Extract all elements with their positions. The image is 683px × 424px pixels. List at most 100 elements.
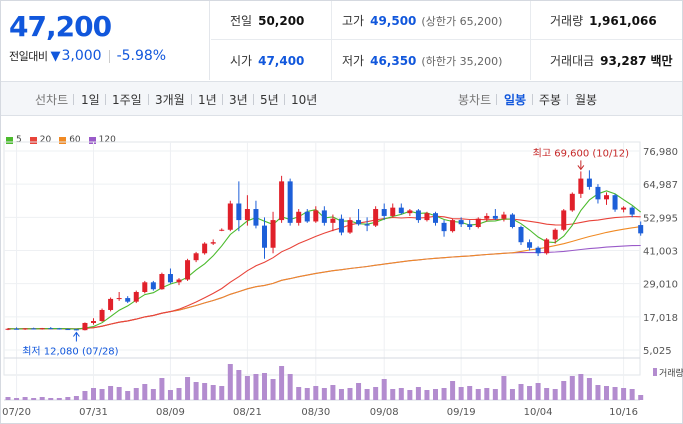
lower-limit-value: 35,200 <box>459 55 499 68</box>
volume-bar <box>304 388 310 400</box>
volume-bar <box>381 379 387 400</box>
candle-body <box>91 321 96 323</box>
candle-body <box>518 226 524 243</box>
range-10y[interactable]: 10년 <box>291 93 318 107</box>
volume-bar <box>22 397 28 400</box>
candle-chart-tab[interactable]: 봉차트 <box>458 93 492 107</box>
candle-body <box>484 215 490 219</box>
candle-body <box>458 220 464 225</box>
candle-body <box>552 229 558 240</box>
volume-bar <box>407 390 413 400</box>
high-label: 고가 <box>342 13 365 28</box>
volume-bar <box>535 383 541 400</box>
volume-bar <box>621 388 627 400</box>
candle-body <box>356 220 362 225</box>
candle-body <box>48 328 54 330</box>
candle-body <box>424 213 430 221</box>
volume-bar <box>492 389 498 400</box>
low-value: 46,350 <box>370 54 417 68</box>
period-weekly[interactable]: 주봉 <box>539 93 562 107</box>
legend-ma120: 120 <box>88 135 116 145</box>
volume-bar <box>270 379 276 400</box>
divider <box>148 94 149 105</box>
candle-body <box>578 178 584 194</box>
volume-bar <box>450 381 456 400</box>
period-daily[interactable]: 일봉 <box>504 93 527 107</box>
divider <box>73 94 74 105</box>
info-row-2: 시가 47,400 저가 46,350 (하한가 35,200) 거래대금 93… <box>211 41 682 80</box>
volume-bar <box>56 398 62 400</box>
volume-bar <box>244 376 250 400</box>
low-price: 저가 46,350 (하한가 35,200) <box>342 52 502 69</box>
quote-info-grid: 전일 50,200 고가 49,500 (상한가 65,200) 거래량 1,9… <box>211 1 682 80</box>
candle-body <box>133 291 139 302</box>
volume-bar <box>475 389 481 400</box>
volume-bar <box>321 388 327 400</box>
range-1d[interactable]: 1일 <box>81 93 100 107</box>
volume-bar <box>279 366 285 400</box>
volume-bar <box>150 389 156 400</box>
volume-bar <box>133 388 139 400</box>
range-3y[interactable]: 3년 <box>229 93 248 107</box>
candle-body <box>219 229 225 231</box>
candle-body <box>398 207 404 214</box>
candle-body <box>621 207 627 210</box>
range-1w[interactable]: 1주일 <box>112 93 142 107</box>
change-label: 전일대비 <box>9 50 48 63</box>
divider <box>284 94 285 105</box>
x-tick-label: 08/21 <box>233 407 262 418</box>
lower-limit-label: 하한가 <box>425 55 457 68</box>
open-label: 시가 <box>230 54 253 68</box>
volume-bar <box>390 389 396 400</box>
volume-bar <box>595 385 601 400</box>
volume-bar <box>347 388 353 400</box>
candle-body <box>544 239 550 254</box>
legend-ma20: 20 <box>29 135 51 145</box>
candle-body <box>39 328 45 330</box>
volume-bar <box>185 377 191 400</box>
candle-body <box>116 298 122 300</box>
legend-swatch <box>29 136 37 144</box>
volume-bar <box>604 386 609 400</box>
candle-body <box>185 260 191 280</box>
candlestick-chart[interactable]: 76,980 64,987 52,995 41,003 29,010 17,018 5,02… <box>0 117 683 424</box>
candle-body <box>441 222 447 232</box>
line-chart-tab[interactable]: 선차트 <box>35 93 69 107</box>
low-arrow-head-icon <box>73 331 80 337</box>
volume-bar <box>202 383 208 400</box>
current-price: 47,200 <box>9 10 112 43</box>
volume-legend-label: 거래량 <box>659 367 683 379</box>
range-1y[interactable]: 1년 <box>198 93 217 107</box>
down-triangle-icon: ▼ <box>50 48 61 64</box>
candle-body <box>142 282 148 292</box>
divider <box>530 1 531 80</box>
volume-bar <box>569 376 575 400</box>
range-5y[interactable]: 5년 <box>260 93 279 107</box>
divider <box>222 94 223 105</box>
volume-bar <box>364 389 370 400</box>
volume-bar <box>176 388 182 400</box>
candle-body <box>629 207 635 215</box>
high-arrow-head-icon <box>577 165 585 171</box>
x-tick-label: 08/09 <box>156 407 185 418</box>
volume-bar <box>48 398 54 400</box>
period-monthly[interactable]: 월봉 <box>575 93 598 107</box>
legend-swatch <box>6 136 13 144</box>
candle-body <box>304 211 310 222</box>
volume-bar <box>227 364 233 400</box>
candle-body <box>381 209 387 216</box>
x-tick-label: 09/19 <box>447 407 476 418</box>
volume-bar <box>424 390 430 400</box>
volume-bar <box>167 390 173 400</box>
legend-swatch <box>88 136 96 144</box>
candle-body <box>527 242 533 248</box>
legend-swatch <box>59 136 67 144</box>
high-annotation-label: 최고 69,600 (10/12) <box>533 147 629 159</box>
volume-bar <box>441 388 447 400</box>
range-3m[interactable]: 3개월 <box>155 93 185 107</box>
legend-label: 5 <box>16 135 22 145</box>
upper-limit-value: 65,200 <box>459 14 499 28</box>
candle-body <box>475 218 481 227</box>
upper-limit-label: 상한가 <box>425 14 457 28</box>
prev-close: 전일 50,200 <box>230 12 304 29</box>
